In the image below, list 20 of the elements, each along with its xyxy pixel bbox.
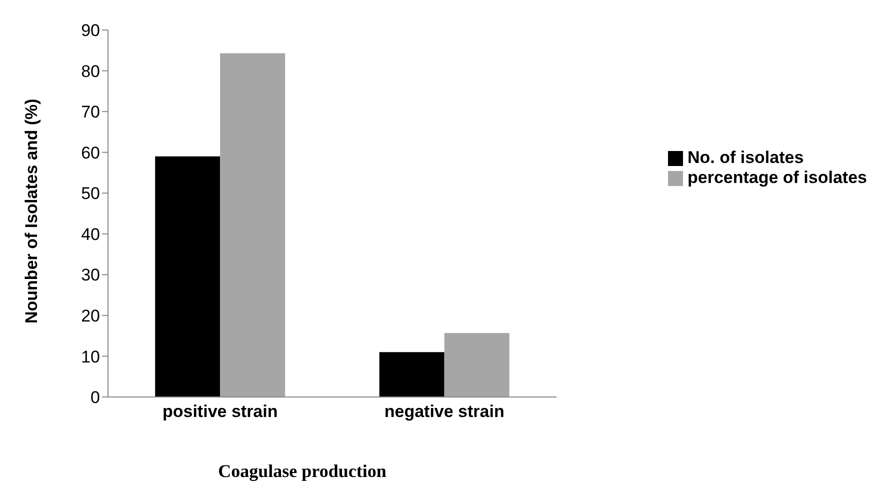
legend-label: percentage of isolates [687,168,867,187]
x-tick-label: negative strain [384,402,504,422]
x-tick-label: positive strain [162,402,278,422]
legend-label: No. of isolates [687,148,804,167]
y-tick-label: 50 [81,184,100,204]
y-axis-title: Nounber of Isolates and (%) [22,98,42,324]
y-tick-label: 80 [81,62,100,81]
bar [220,53,286,397]
y-tick-label: 70 [81,102,100,122]
x-axis-title: Coagulase production [218,461,386,481]
bar [444,332,510,397]
bar [155,156,220,397]
y-tick-label: 60 [81,143,100,162]
y-tick-label: 40 [81,224,100,244]
y-tick-label: 10 [81,347,100,366]
y-tick-label: 0 [90,388,100,408]
y-tick-label: 90 [81,21,100,40]
y-tick-label: 30 [81,266,100,285]
y-tick-label: 20 [81,306,100,326]
bar [379,352,444,397]
